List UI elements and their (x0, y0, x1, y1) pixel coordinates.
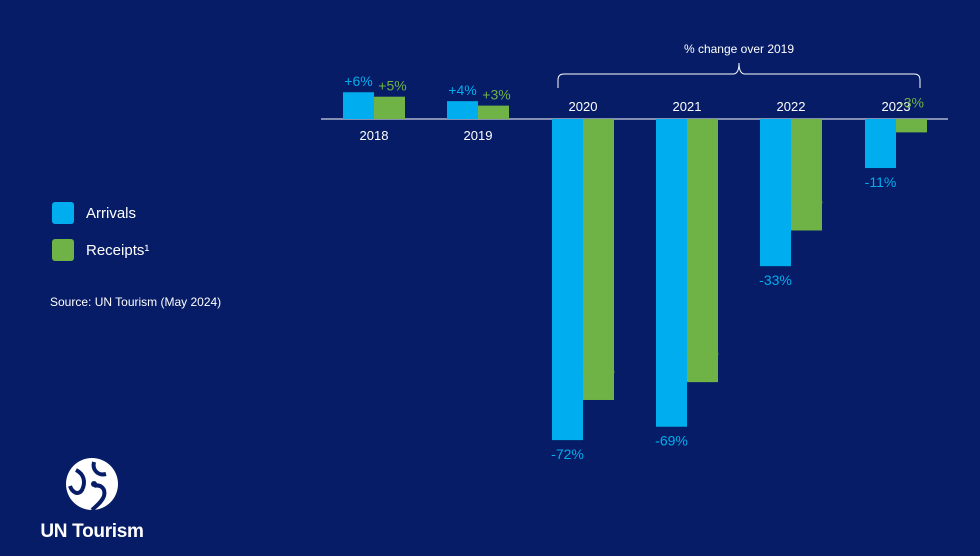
x-tick-label-2022: 2022 (777, 99, 806, 114)
bar-receipts-2018 (374, 96, 405, 119)
legend-swatch-receipts (52, 239, 74, 261)
bar-arrivals-2019 (447, 101, 478, 119)
logo-text: UN Tourism (40, 521, 144, 542)
bar-arrivals-2021 (656, 119, 687, 427)
x-tick-label-2020: 2020 (569, 99, 598, 114)
annotation-label: % change over 2019 (684, 42, 794, 56)
data-label-arrivals-2018: +6% (344, 73, 372, 89)
data-label-arrivals-2020: -72% (551, 446, 584, 462)
legend-label-arrivals: Arrivals (86, 204, 137, 222)
globe-icon (66, 458, 118, 512)
data-label-receipts-2021: -59% (686, 344, 719, 360)
un-tourism-logo: UN Tourism (36, 456, 148, 543)
bar-receipts-2019 (478, 105, 509, 119)
bar-receipts-2023 (896, 119, 927, 133)
bar-arrivals-2023 (865, 119, 896, 169)
data-label-receipts-2020: -63% (582, 362, 615, 378)
data-label-receipts-2023: -3% (899, 94, 924, 110)
data-label-receipts-2019: +3% (482, 87, 510, 103)
legend-swatch-arrivals (52, 202, 74, 224)
data-label-arrivals-2019: +4% (448, 82, 476, 98)
data-label-arrivals-2023: -11% (865, 174, 897, 190)
data-label-arrivals-2021: -69% (655, 433, 688, 449)
x-tick-label-2019: 2019 (464, 128, 493, 143)
legend-item-receipts: Receipts¹ (52, 238, 149, 262)
x-tick-label-2023: 2023 (882, 99, 911, 114)
x-tick-label-2021: 2021 (673, 99, 702, 114)
bar-receipts-2022 (791, 119, 822, 231)
legend-item-arrivals: Arrivals (52, 201, 149, 225)
data-label-arrivals-2022: -33% (759, 272, 792, 288)
bar-receipts-2020 (583, 119, 614, 400)
bar-receipts-2021 (687, 119, 718, 383)
bar-arrivals-2022 (760, 119, 791, 267)
legend: Arrivals Receipts¹ (52, 201, 149, 275)
annotation-bracket (557, 62, 921, 88)
data-label-receipts-2018: +5% (378, 78, 406, 94)
legend-label-receipts: Receipts¹ (86, 241, 150, 259)
bar-arrivals-2018 (343, 92, 374, 119)
source-note: Source: UN Tourism (May 2024) (50, 295, 222, 309)
bar-arrivals-2020 (552, 119, 583, 441)
data-label-receipts-2022: -25% (790, 193, 823, 209)
x-tick-label-2018: 2018 (360, 128, 389, 143)
